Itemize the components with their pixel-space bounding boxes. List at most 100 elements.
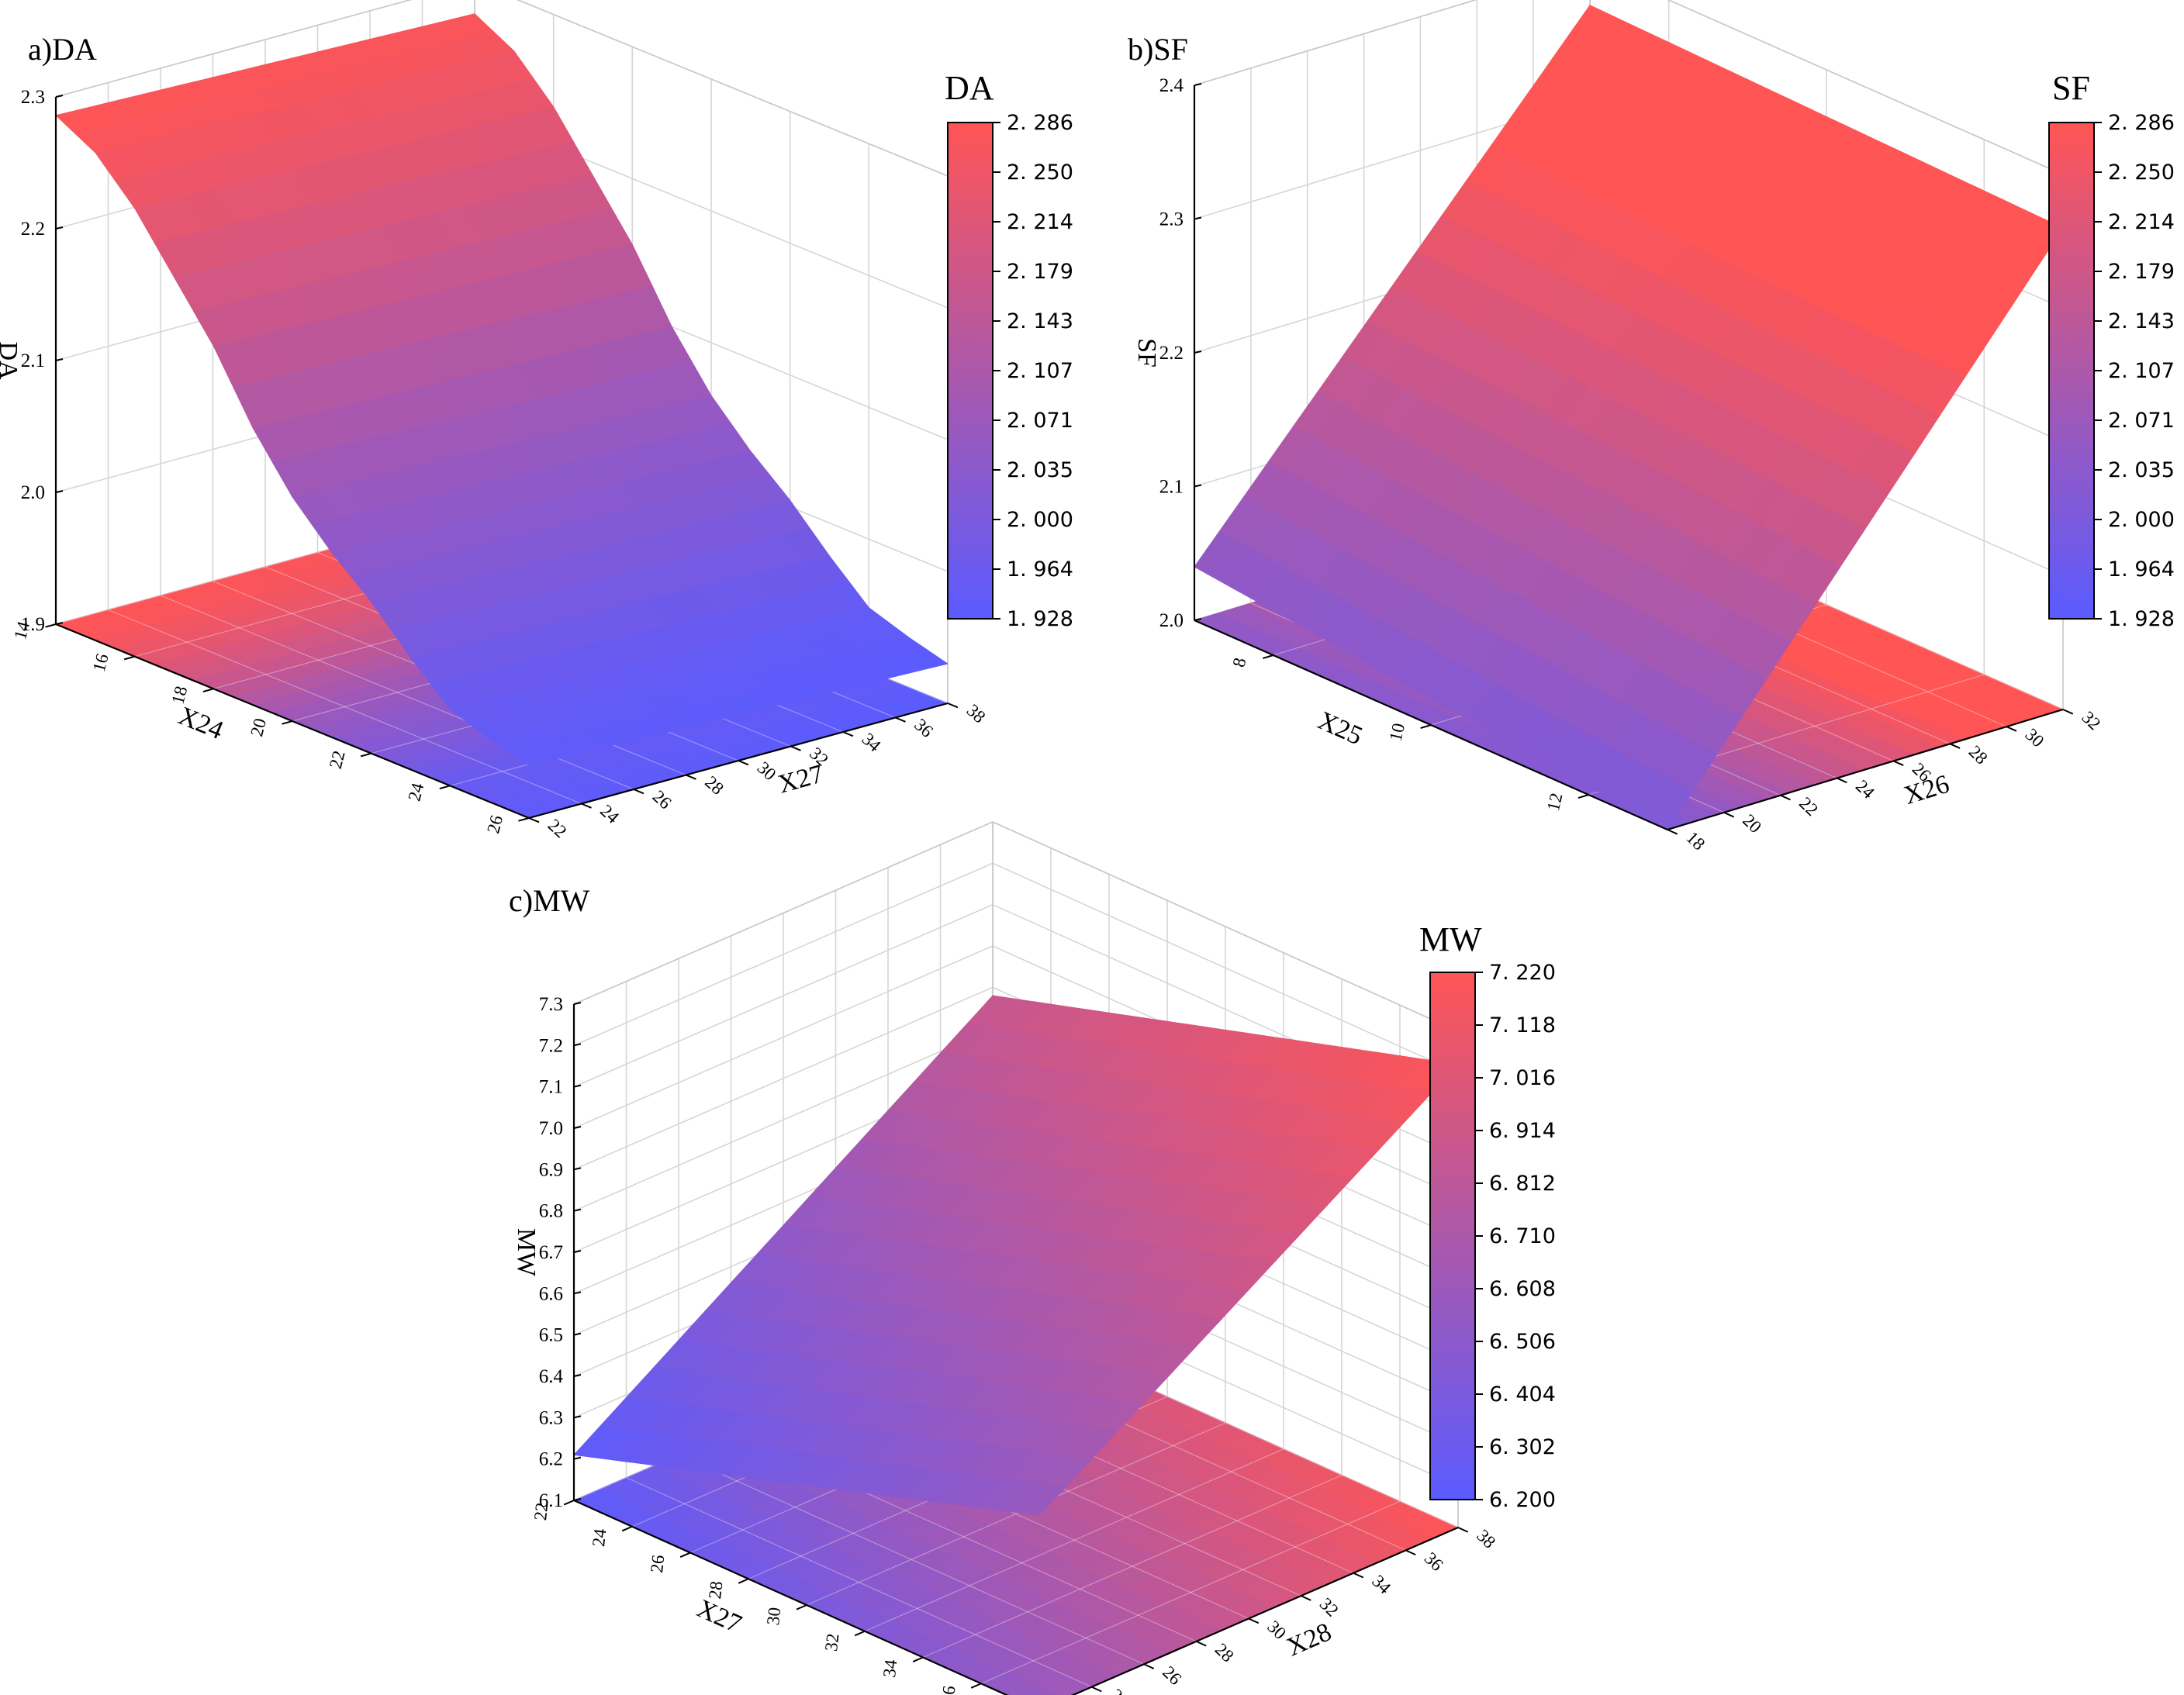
z-tick-label: 6.6: [539, 1283, 563, 1304]
colorbar-title: DA: [945, 69, 994, 107]
colorbar-gradient: [947, 122, 994, 620]
x-tick: [563, 1500, 575, 1506]
y-tick: [2006, 726, 2017, 732]
z-tick-label: 2.1: [21, 350, 45, 371]
colorbar-tick-label: 1. 928: [2108, 607, 2175, 631]
x-axis-label: X24: [175, 702, 227, 745]
z-tick-label: 2.3: [21, 87, 45, 108]
x-tick: [738, 1578, 749, 1584]
z-tick: [573, 1374, 582, 1377]
colorbar-tick-label: 2. 250: [2108, 161, 2175, 185]
floor-cell: [1032, 1689, 1059, 1695]
z-tick: [1194, 484, 1202, 488]
colorbar: 7. 220 7. 118 7. 016 6. 914 6. 812 6. 710 6. 6…: [1429, 961, 1556, 1512]
z-tick-label: 6.2: [539, 1449, 563, 1470]
x-tick: [282, 720, 293, 725]
z-tick-label: 7.0: [539, 1118, 563, 1139]
y-tick-label: 24: [1107, 1685, 1133, 1695]
z-tick: [55, 622, 64, 625]
x-tick-label: 24: [589, 1528, 610, 1548]
colorbar-tick-label: 2. 143: [1007, 309, 1073, 333]
y-tick: [1143, 1663, 1155, 1669]
chart-title: a)DA: [28, 32, 97, 67]
y-tick: [1780, 794, 1791, 801]
y-tick-label: 32: [1316, 1594, 1343, 1621]
y-tick-label: 30: [2021, 725, 2047, 751]
y-tick: [790, 745, 801, 751]
z-tick-label: 6.4: [539, 1366, 564, 1387]
x-tick: [854, 1630, 866, 1637]
colorbar-tick-label: 2. 143: [2108, 309, 2175, 333]
y-tick-label: 28: [1965, 742, 1992, 768]
chart-panel-mw: c)MW MW 6.1 6.2 6.3 6.4 6.5 6.6 6.7 6.8 6.9 7.0 7.…: [481, 821, 1567, 1695]
z-tick-label: 2.0: [21, 482, 45, 503]
y-tick: [738, 760, 749, 766]
z-tick-label: 7.3: [539, 994, 563, 1015]
x-tick-label: 26: [483, 813, 506, 836]
surface: [55, 13, 949, 766]
z-tick-label: 7.1: [539, 1077, 563, 1098]
colorbar-tick-label: 1. 964: [2108, 558, 2175, 582]
colorbar-tick-label: 2. 286: [2108, 111, 2175, 135]
x-tick: [1578, 794, 1589, 799]
colorbar-tick-label: 2. 179: [1007, 260, 1073, 284]
x-tick-label: 36: [938, 1685, 959, 1695]
frame-edge: [55, 0, 413, 98]
z-tick-label: 6.8: [539, 1201, 563, 1222]
y-tick: [842, 731, 854, 737]
z-tick: [573, 1167, 582, 1171]
floor-gridline: [678, 1454, 1145, 1665]
x-tick: [796, 1604, 807, 1610]
colorbar: 2. 286 2. 250 2. 214 2. 179 2. 143 2. 107 2. 0…: [947, 111, 1073, 631]
x-tick: [970, 1683, 982, 1689]
chart-panel-sf: b)SF SF 2.0 2.1 2.2 2.3 2.4 8 10 12 18 20 22 24 26 28…: [1094, 0, 2184, 854]
colorbar-tick-label: 6. 608: [1489, 1277, 1556, 1301]
axes: 2.02.12.22.32.4810121820222426283032X25X…: [1132, 75, 2104, 854]
z-tick-label: 1.9: [21, 614, 45, 635]
x-tick: [621, 1525, 633, 1532]
x-tick: [1420, 724, 1432, 730]
y-tick: [633, 789, 644, 795]
y-tick: [686, 774, 696, 780]
frame-edge: [1194, 0, 1477, 86]
floor-gridline: [626, 1477, 1092, 1688]
x-tick: [202, 688, 214, 692]
y-axis-line: [1667, 708, 2064, 831]
colorbar-tick-label: 2. 000: [1007, 508, 1073, 532]
x-tick: [912, 1656, 924, 1663]
colorbar-tick-label: 2. 071: [2108, 409, 2175, 433]
y-tick: [1405, 1549, 1416, 1556]
frame-edge: [1667, 0, 2064, 175]
x-tick-label: 12: [1543, 791, 1567, 813]
y-tick-label: 26: [649, 786, 676, 813]
z-axis-label: DA: [0, 341, 22, 380]
y-tick-label: 26: [1159, 1662, 1185, 1689]
x-tick-label: 28: [705, 1580, 726, 1600]
y-tick: [1893, 760, 1904, 767]
z-axis-label: MW: [512, 1228, 541, 1277]
colorbar-tick-label: 7. 016: [1489, 1066, 1556, 1090]
y-tick: [947, 703, 959, 709]
y-tick: [1301, 1595, 1311, 1601]
colorbar-tick-label: 6. 200: [1489, 1488, 1556, 1512]
y-tick-label: 36: [911, 715, 937, 741]
y-tick-label: 38: [963, 700, 990, 727]
colorbar: 2. 286 2. 250 2. 214 2. 179 2. 143 2. 107 2. 0…: [2048, 111, 2175, 631]
y-tick-label: 38: [1473, 1526, 1499, 1552]
x-tick: [679, 1552, 691, 1559]
colorbar-tick-label: 2. 214: [1007, 210, 1073, 234]
axes: 6.1 6.2 6.3 6.4 6.5 6.6 6.7 6.8 6.9 7.0 7.1 7.2 7.3 2…: [512, 994, 1499, 1695]
x-tick: [1262, 654, 1273, 660]
x-tick: [360, 752, 371, 758]
y-axis-label: X27: [775, 759, 826, 799]
x-tick-label: 16: [89, 651, 112, 674]
y-tick: [1949, 743, 1961, 749]
z-tick: [573, 1250, 582, 1253]
y-tick: [1196, 1640, 1207, 1647]
z-tick: [573, 1415, 582, 1419]
x-axis-label: X27: [693, 1594, 746, 1639]
floor-gridline: [108, 609, 582, 805]
colorbar-tick-label: 2. 286: [1007, 111, 1073, 135]
colorbar-tick-label: 2. 214: [2108, 210, 2175, 234]
colorbar-gradient: [2048, 122, 2095, 620]
